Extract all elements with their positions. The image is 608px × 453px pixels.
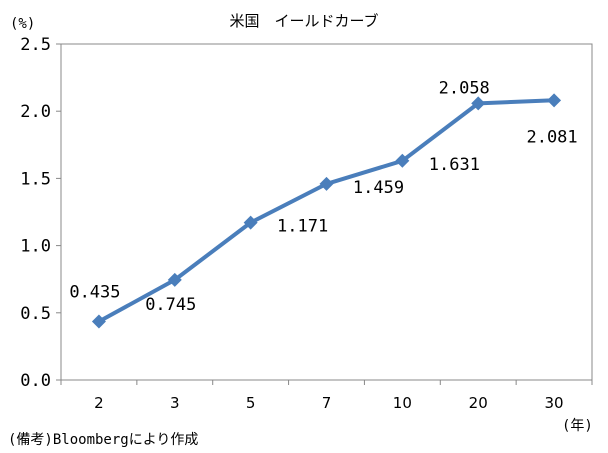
data-labels: 0.435 0.745 1.171 1.459 1.631 2.058 2.081 — [69, 78, 577, 314]
chart-title: 米国 イールドカーブ — [229, 12, 378, 30]
data-point-marker — [91, 314, 106, 329]
x-tick-label: 10 — [393, 394, 412, 412]
series-markers — [91, 93, 562, 329]
y-axis-unit-label: (%) — [10, 16, 35, 32]
data-point-marker — [547, 93, 562, 108]
x-tick-label: 5 — [246, 394, 256, 412]
data-point-marker — [395, 153, 410, 168]
y-tick-label: 0.5 — [20, 304, 51, 324]
y-tick-label: 0.0 — [20, 371, 51, 391]
y-tick-label: 1.0 — [20, 237, 51, 257]
data-label: 2.081 — [526, 127, 577, 147]
data-point-marker — [471, 96, 486, 111]
source-note: (備考)Bloombergにより作成 — [8, 432, 198, 448]
data-point-marker — [319, 176, 334, 191]
data-label: 0.745 — [145, 295, 196, 315]
y-tick-label: 1.5 — [20, 169, 51, 189]
y-tick-label: 2.5 — [20, 35, 51, 55]
y-tick-label: 2.0 — [20, 102, 51, 122]
data-label: 0.435 — [69, 283, 120, 303]
data-label: 2.058 — [439, 78, 490, 98]
data-label: 1.459 — [353, 178, 404, 198]
data-label: 1.631 — [429, 155, 480, 175]
x-tick-label: 2 — [94, 394, 104, 412]
data-label: 1.171 — [277, 217, 328, 237]
x-tick-label: 30 — [545, 394, 564, 412]
x-axis-unit-label: (年) — [562, 418, 593, 434]
x-tick-label: 3 — [170, 394, 180, 412]
x-tick-label: 7 — [322, 394, 332, 412]
x-tick-label: 20 — [469, 394, 488, 412]
y-axis-ticks: 0.0 0.5 1.0 1.5 2.0 2.5 — [20, 35, 61, 391]
x-axis-ticks: 2 3 5 7 10 20 30 — [60, 380, 593, 412]
plot-area-frame — [60, 43, 593, 381]
data-point-marker — [167, 272, 182, 287]
data-point-marker — [243, 215, 258, 230]
